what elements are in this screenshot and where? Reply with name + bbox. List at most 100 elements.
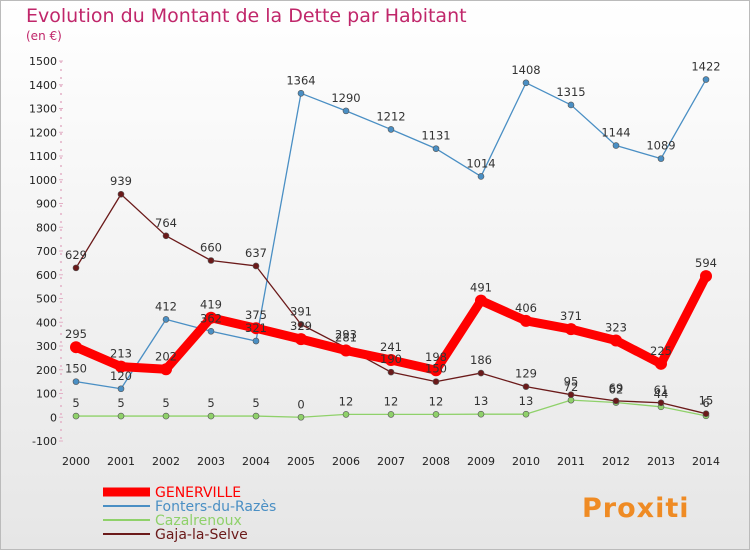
data-label: 5 (72, 396, 79, 410)
data-label: 629 (65, 248, 87, 262)
data-point (205, 311, 217, 324)
data-label: 293 (335, 328, 357, 342)
x-tick-label: 2007 (377, 455, 405, 468)
data-point (522, 410, 530, 418)
data-label: 61 (654, 383, 669, 397)
data-label: 72 (564, 380, 579, 394)
data-point (477, 369, 485, 377)
data-label: 13 (474, 394, 489, 408)
data-point (207, 412, 215, 420)
data-point (162, 316, 170, 323)
data-label: 295 (65, 327, 87, 341)
data-point (162, 412, 170, 420)
data-point (117, 385, 125, 393)
x-tick-label: 2014 (692, 455, 720, 468)
data-label: 939 (110, 174, 132, 188)
y-tick-label: 300 (36, 340, 57, 353)
data-label: 241 (380, 340, 402, 354)
data-point (297, 413, 305, 421)
y-tick-label: 1500 (29, 55, 57, 68)
data-label: 202 (155, 349, 177, 363)
data-point (117, 190, 125, 198)
data-point (387, 411, 395, 418)
data-label: 5 (162, 396, 169, 410)
data-point (612, 142, 620, 149)
data-point (702, 410, 710, 417)
data-point (340, 344, 352, 357)
x-tick-label: 2006 (332, 455, 360, 468)
data-label: 12 (384, 394, 399, 408)
data-point (207, 257, 215, 264)
legend-label: Cazalrenoux (155, 513, 242, 529)
y-tick-label: 600 (36, 269, 57, 282)
x-tick-label: 2013 (647, 455, 675, 468)
y-tick-label: 1400 (29, 79, 57, 92)
data-point (70, 341, 82, 354)
data-point (567, 396, 575, 404)
data-label: 371 (560, 309, 582, 323)
data-label: 323 (605, 321, 627, 335)
data-label: 412 (155, 299, 177, 313)
data-point (207, 327, 215, 335)
data-point (432, 145, 440, 152)
data-point (655, 357, 667, 370)
legend-label: GENERVILLE (155, 485, 241, 501)
data-label: 419 (200, 298, 222, 312)
data-point (385, 354, 397, 367)
data-label: 1144 (601, 126, 630, 140)
legend: GENERVILLEFonters-du-RazèsCazalrenouxGaj… (103, 485, 276, 543)
data-label: 44 (654, 387, 669, 401)
data-label: 129 (515, 367, 537, 381)
chart-title: Evolution du Montant de la Dette par Hab… (26, 5, 467, 27)
data-point (162, 232, 170, 240)
data-label: 5 (207, 396, 214, 410)
data-point (387, 126, 395, 133)
logo-text: Proxiti (582, 493, 690, 524)
data-point (477, 173, 485, 180)
x-tick-label: 2010 (512, 455, 540, 468)
data-point (252, 337, 260, 345)
data-label: 281 (335, 331, 357, 345)
x-tick-label: 2004 (242, 455, 270, 468)
data-label: 637 (245, 246, 267, 260)
data-point (522, 79, 530, 87)
data-label: 198 (425, 350, 447, 364)
x-tick-label: 2005 (287, 455, 315, 468)
proxiti-logo: Proxiti (582, 493, 690, 524)
y-tick-label: 800 (36, 221, 57, 234)
data-point (430, 364, 442, 377)
data-point (657, 399, 665, 407)
data-label: 764 (155, 216, 177, 230)
data-label: 594 (695, 256, 717, 270)
y-tick-label: 1000 (29, 174, 57, 187)
data-label: 150 (65, 362, 87, 376)
data-label: 362 (200, 311, 222, 325)
y-axis-ticks: -100 0 100 200 300 400 500 600 700 800 900 1000 1100… (29, 55, 63, 448)
data-point (250, 322, 262, 335)
data-point (520, 314, 532, 327)
data-label: 5 (117, 396, 124, 410)
x-tick-label: 2009 (467, 455, 495, 468)
y-tick-label: 500 (36, 293, 57, 306)
data-label: 1364 (286, 73, 315, 87)
data-point (387, 368, 395, 376)
data-point (567, 101, 575, 109)
data-label: 329 (290, 319, 312, 333)
y-tick-label: 1100 (29, 150, 57, 163)
legend-label: Gaja-la-Selve (155, 527, 248, 543)
data-label: 1131 (421, 129, 450, 143)
x-tick-label: 2012 (602, 455, 630, 468)
data-point (342, 107, 350, 115)
data-label: 1212 (376, 109, 405, 123)
data-point (432, 378, 440, 385)
data-label: 15 (699, 394, 714, 408)
x-tick-label: 2003 (197, 455, 225, 468)
data-label: 491 (470, 281, 492, 295)
data-point (72, 412, 80, 420)
data-point (702, 76, 710, 83)
data-point (522, 383, 530, 390)
chart-subtitle: (en €) (26, 29, 62, 43)
data-label: 391 (290, 304, 312, 318)
